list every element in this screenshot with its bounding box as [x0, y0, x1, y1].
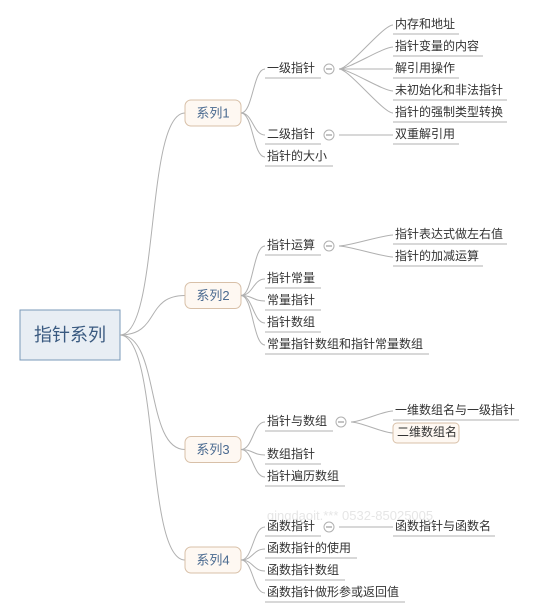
mid-label: 指针与数组 [267, 413, 327, 428]
edge-mid-leaf [339, 47, 393, 69]
mid-label: 函数指针数组 [267, 562, 339, 577]
edge-branch-mid [241, 279, 265, 296]
edge-mid-leaf [339, 69, 393, 91]
edge-mid-leaf [351, 411, 393, 422]
mid-label: 函数指针做形参或返回值 [267, 584, 399, 599]
edge-mid-leaf [339, 25, 393, 69]
mid-label: 二级指针 [267, 126, 315, 141]
leaf-label: 一维数组名与一级指针 [395, 402, 515, 417]
root-label: 指针系列 [34, 325, 106, 345]
mindmap-canvas: qingdaoit.*** 0532-85025005指针系列系列1一级指针内存… [0, 0, 557, 615]
edge-branch-mid [241, 450, 265, 478]
branch-label-s1: 系列1 [196, 105, 229, 120]
edge-branch-mid [241, 113, 265, 157]
leaf-label: 指针的强制类型转换 [395, 104, 503, 119]
mid-label: 指针遍历数组 [267, 468, 339, 483]
edge-mid-leaf [351, 422, 393, 433]
branch-label-s2: 系列2 [196, 288, 229, 303]
mid-label: 指针数组 [267, 314, 315, 329]
branch-label-s4: 系列4 [196, 552, 229, 567]
edge-root-branch [120, 335, 185, 450]
mid-label: 函数指针 [267, 518, 315, 533]
edge-root-branch [120, 335, 185, 560]
leaf-label: 内存和地址 [395, 17, 455, 31]
branch-label-s3: 系列3 [196, 442, 229, 457]
mid-label: 函数指针的使用 [267, 540, 351, 555]
leaf-label: 指针表达式做左右值 [395, 226, 503, 241]
mid-label: 指针的大小 [267, 148, 327, 163]
leaf-label: 指针变量的内容 [395, 38, 479, 53]
mid-label: 数组指针 [267, 446, 315, 461]
mid-label: 常量指针数组和指针常量数组 [267, 336, 423, 351]
mid-label: 指针运算 [267, 237, 315, 252]
leaf-label: 二维数组名 [397, 424, 457, 439]
edge-branch-mid [241, 69, 265, 113]
edge-mid-leaf [339, 235, 393, 246]
edge-mid-leaf [339, 246, 393, 257]
leaf-label: 解引用操作 [395, 60, 455, 75]
leaf-label: 双重解引用 [395, 127, 455, 141]
mid-label: 一级指针 [267, 60, 315, 75]
edge-root-branch [120, 113, 185, 335]
mid-label: 常量指针 [267, 292, 315, 307]
leaf-label: 指针的加减运算 [395, 248, 479, 263]
edge-branch-mid [241, 296, 265, 346]
mid-label: 指针常量 [267, 270, 315, 285]
edge-mid-leaf [339, 69, 393, 113]
leaf-label: 未初始化和非法指针 [395, 82, 503, 97]
leaf-label: 函数指针与函数名 [395, 518, 491, 533]
edge-branch-mid [241, 113, 265, 135]
edge-branch-mid [241, 422, 265, 450]
